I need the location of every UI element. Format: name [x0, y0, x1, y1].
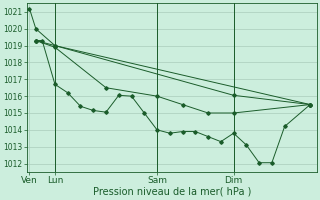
X-axis label: Pression niveau de la mer( hPa ): Pression niveau de la mer( hPa ) — [92, 187, 251, 197]
